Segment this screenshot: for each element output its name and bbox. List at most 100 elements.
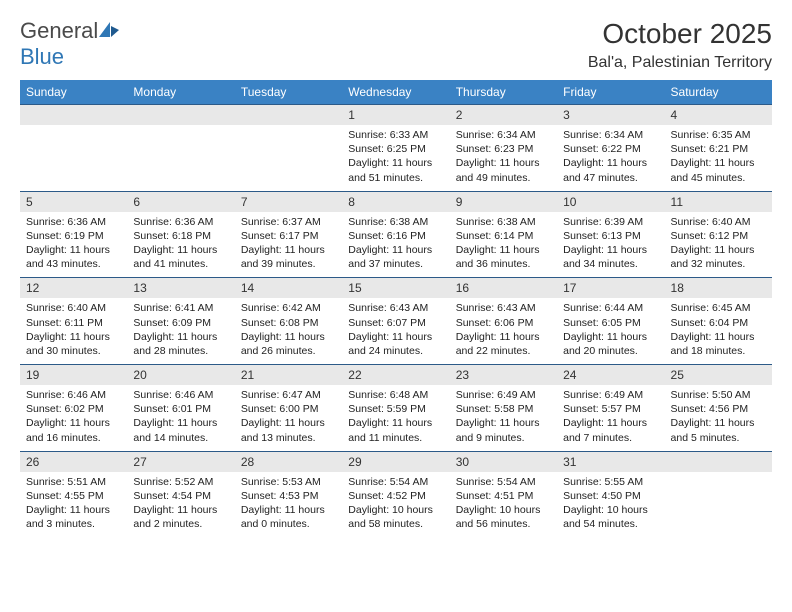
day-data: Sunrise: 6:49 AMSunset: 5:58 PMDaylight:…	[450, 385, 557, 451]
calendar-cell: 16Sunrise: 6:43 AMSunset: 6:06 PMDayligh…	[450, 278, 557, 365]
sunset-line: Sunset: 5:59 PM	[348, 402, 443, 416]
calendar-cell: 28Sunrise: 5:53 AMSunset: 4:53 PMDayligh…	[235, 451, 342, 537]
sunset-line: Sunset: 4:55 PM	[26, 489, 121, 503]
weekday-header: Monday	[127, 80, 234, 105]
calendar-cell: 14Sunrise: 6:42 AMSunset: 6:08 PMDayligh…	[235, 278, 342, 365]
day-data: Sunrise: 6:39 AMSunset: 6:13 PMDaylight:…	[557, 212, 664, 278]
calendar-cell: 8Sunrise: 6:38 AMSunset: 6:16 PMDaylight…	[342, 191, 449, 278]
sunset-line: Sunset: 4:54 PM	[133, 489, 228, 503]
sunset-line: Sunset: 4:50 PM	[563, 489, 658, 503]
day-data: Sunrise: 6:47 AMSunset: 6:00 PMDaylight:…	[235, 385, 342, 451]
calendar-cell: 13Sunrise: 6:41 AMSunset: 6:09 PMDayligh…	[127, 278, 234, 365]
day-number	[20, 105, 127, 125]
day-data: Sunrise: 6:43 AMSunset: 6:06 PMDaylight:…	[450, 298, 557, 364]
daylight-line: Daylight: 11 hours and 34 minutes.	[563, 243, 658, 271]
calendar-cell	[235, 105, 342, 192]
weekday-header: Tuesday	[235, 80, 342, 105]
day-number: 15	[342, 278, 449, 298]
day-data: Sunrise: 5:54 AMSunset: 4:51 PMDaylight:…	[450, 472, 557, 538]
sunrise-line: Sunrise: 6:38 AM	[456, 215, 551, 229]
sunset-line: Sunset: 6:22 PM	[563, 142, 658, 156]
sunrise-line: Sunrise: 6:34 AM	[563, 128, 658, 142]
day-number: 5	[20, 192, 127, 212]
sunrise-line: Sunrise: 6:36 AM	[26, 215, 121, 229]
day-number: 25	[665, 365, 772, 385]
weekday-header: Friday	[557, 80, 664, 105]
sunset-line: Sunset: 6:23 PM	[456, 142, 551, 156]
day-number: 28	[235, 452, 342, 472]
logo-text: General Blue	[20, 18, 120, 70]
calendar-cell: 1Sunrise: 6:33 AMSunset: 6:25 PMDaylight…	[342, 105, 449, 192]
sunrise-line: Sunrise: 6:43 AM	[456, 301, 551, 315]
day-number: 12	[20, 278, 127, 298]
day-number: 1	[342, 105, 449, 125]
weekday-header: Wednesday	[342, 80, 449, 105]
day-number: 19	[20, 365, 127, 385]
sunrise-line: Sunrise: 6:48 AM	[348, 388, 443, 402]
daylight-line: Daylight: 11 hours and 43 minutes.	[26, 243, 121, 271]
day-number: 20	[127, 365, 234, 385]
day-number: 8	[342, 192, 449, 212]
daylight-line: Daylight: 10 hours and 54 minutes.	[563, 503, 658, 531]
sunset-line: Sunset: 4:53 PM	[241, 489, 336, 503]
daylight-line: Daylight: 11 hours and 49 minutes.	[456, 156, 551, 184]
day-data: Sunrise: 6:43 AMSunset: 6:07 PMDaylight:…	[342, 298, 449, 364]
day-number: 26	[20, 452, 127, 472]
daylight-line: Daylight: 11 hours and 39 minutes.	[241, 243, 336, 271]
day-data: Sunrise: 5:55 AMSunset: 4:50 PMDaylight:…	[557, 472, 664, 538]
daylight-line: Daylight: 11 hours and 11 minutes.	[348, 416, 443, 444]
header: General Blue October 2025 Bal'a, Palesti…	[20, 18, 772, 72]
day-data: Sunrise: 5:53 AMSunset: 4:53 PMDaylight:…	[235, 472, 342, 538]
daylight-line: Daylight: 11 hours and 5 minutes.	[671, 416, 766, 444]
calendar-cell: 4Sunrise: 6:35 AMSunset: 6:21 PMDaylight…	[665, 105, 772, 192]
calendar-cell: 18Sunrise: 6:45 AMSunset: 6:04 PMDayligh…	[665, 278, 772, 365]
day-number: 4	[665, 105, 772, 125]
sunrise-line: Sunrise: 6:49 AM	[563, 388, 658, 402]
sunrise-line: Sunrise: 5:54 AM	[456, 475, 551, 489]
daylight-line: Daylight: 11 hours and 22 minutes.	[456, 330, 551, 358]
sunrise-line: Sunrise: 5:53 AM	[241, 475, 336, 489]
weekday-header: Sunday	[20, 80, 127, 105]
day-data: Sunrise: 6:46 AMSunset: 6:01 PMDaylight:…	[127, 385, 234, 451]
day-number: 22	[342, 365, 449, 385]
day-data: Sunrise: 6:34 AMSunset: 6:23 PMDaylight:…	[450, 125, 557, 191]
day-data: Sunrise: 6:34 AMSunset: 6:22 PMDaylight:…	[557, 125, 664, 191]
sunrise-line: Sunrise: 6:44 AM	[563, 301, 658, 315]
sunrise-line: Sunrise: 6:46 AM	[133, 388, 228, 402]
weekday-header: Saturday	[665, 80, 772, 105]
calendar-week-row: 26 Sunrise: 5:51 AMSunset: 4:55 PM Dayligh…	[20, 451, 772, 537]
daylight-line: Daylight: 10 hours and 56 minutes.	[456, 503, 551, 531]
day-number: 13	[127, 278, 234, 298]
calendar-cell	[20, 105, 127, 192]
sunset-line: Sunset: 4:52 PM	[348, 489, 443, 503]
day-data: Sunrise: 6:37 AMSunset: 6:17 PMDaylight:…	[235, 212, 342, 278]
day-data: Sunrise: 6:41 AMSunset: 6:09 PMDaylight:…	[127, 298, 234, 364]
day-number: 14	[235, 278, 342, 298]
calendar-cell: 3Sunrise: 6:34 AMSunset: 6:22 PMDaylight…	[557, 105, 664, 192]
day-data	[235, 125, 342, 179]
sunrise-line: Sunrise: 5:51 AM	[26, 475, 121, 489]
day-number: 17	[557, 278, 664, 298]
calendar-cell	[665, 451, 772, 537]
sunrise-line: Sunrise: 6:39 AM	[563, 215, 658, 229]
daylight-line: Daylight: 11 hours and 45 minutes.	[671, 156, 766, 184]
day-number: 23	[450, 365, 557, 385]
daylight-line: Daylight: 11 hours and 36 minutes.	[456, 243, 551, 271]
day-data: Sunrise: 5:52 AMSunset: 4:54 PMDaylight:…	[127, 472, 234, 538]
sunrise-line: Sunrise: 5:52 AM	[133, 475, 228, 489]
day-number: 29	[342, 452, 449, 472]
calendar-cell: 2Sunrise: 6:34 AMSunset: 6:23 PMDaylight…	[450, 105, 557, 192]
sunset-line: Sunset: 5:58 PM	[456, 402, 551, 416]
sunset-line: Sunset: 6:21 PM	[671, 142, 766, 156]
sunset-line: Sunset: 6:07 PM	[348, 316, 443, 330]
sunset-line: Sunset: 6:02 PM	[26, 402, 121, 416]
sunset-line: Sunset: 6:06 PM	[456, 316, 551, 330]
day-number: 30	[450, 452, 557, 472]
sunrise-line: Sunrise: 6:45 AM	[671, 301, 766, 315]
sunset-line: Sunset: 6:01 PM	[133, 402, 228, 416]
daylight-line: Daylight: 11 hours and 41 minutes.	[133, 243, 228, 271]
sunrise-line: Sunrise: 6:40 AM	[26, 301, 121, 315]
day-data	[665, 472, 772, 526]
day-number: 16	[450, 278, 557, 298]
day-data: Sunrise: 5:54 AMSunset: 4:52 PMDaylight:…	[342, 472, 449, 538]
